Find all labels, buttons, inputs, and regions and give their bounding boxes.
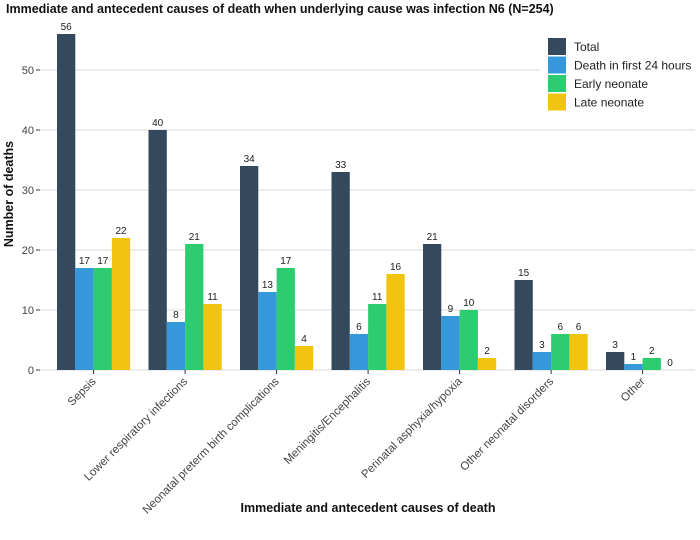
bar-death-in-first-24-hours (166, 322, 186, 370)
legend-label: Late neonate (574, 96, 644, 110)
bar-death-in-first-24-hours (349, 334, 369, 370)
data-label: 2 (649, 346, 655, 357)
y-tick-label: 0 (28, 365, 34, 377)
data-label: 11 (207, 292, 218, 303)
legend-label: Total (574, 40, 599, 54)
bar-total (423, 244, 442, 370)
data-label: 8 (173, 310, 179, 321)
bar-total (148, 130, 167, 370)
data-label: 6 (557, 322, 563, 333)
bar-early-neonate (93, 268, 112, 370)
chart-title: Immediate and antecedent causes of death… (6, 2, 554, 16)
data-label: 56 (61, 22, 73, 33)
bar-total (331, 172, 350, 370)
x-tick-label: Lower respiratory infections (82, 375, 190, 483)
legend-label: Death in first 24 hours (574, 59, 691, 73)
bar-late-neonate (294, 346, 314, 370)
x-tick-label: Perinatal asphyxia/hypoxia (359, 375, 465, 481)
x-tick-label: Sepsis (66, 375, 99, 408)
bar-total (57, 34, 76, 370)
bar-late-neonate (111, 238, 131, 370)
y-tick-label: 20 (22, 245, 34, 257)
data-label: 11 (372, 292, 383, 303)
x-tick-label: Other neonatal disorders (458, 375, 556, 473)
legend: Total Death in first 24 hours Early neonat… (540, 34, 700, 118)
y-tick-label: 30 (22, 185, 34, 197)
data-label: 13 (262, 280, 274, 291)
bar-late-neonate (569, 334, 588, 370)
bar-death-in-first-24-hours (441, 316, 460, 370)
data-label: 40 (152, 118, 164, 129)
y-tick-label: 10 (22, 305, 34, 317)
data-label: 17 (97, 256, 109, 267)
bar-late-neonate (203, 304, 222, 370)
data-label: 6 (576, 322, 582, 333)
x-axis-title: Immediate and antecedent causes of death (241, 501, 496, 515)
data-label: 9 (448, 304, 454, 315)
legend-swatch (548, 75, 566, 92)
data-label: 6 (356, 322, 362, 333)
data-label: 22 (115, 226, 127, 237)
bar-death-in-first-24-hours (624, 364, 643, 370)
bar-death-in-first-24-hours (258, 292, 277, 370)
legend-background (540, 34, 700, 118)
data-label: 4 (301, 334, 307, 345)
legend-swatch (548, 38, 566, 55)
data-label: 21 (427, 232, 439, 243)
data-label: 34 (244, 154, 256, 165)
x-tick-label: Other (619, 376, 648, 405)
data-label: 21 (189, 232, 201, 243)
bar-total (240, 166, 259, 370)
bar-early-neonate (368, 304, 387, 370)
bar-early-neonate (551, 334, 570, 370)
data-label: 17 (280, 256, 292, 267)
bar-early-neonate (276, 268, 295, 370)
data-label: 1 (631, 352, 637, 363)
bar-total (514, 280, 533, 370)
legend-swatch (548, 93, 566, 111)
bar-early-neonate (185, 244, 204, 370)
data-label: 17 (79, 256, 91, 267)
y-tick-label: 40 (22, 125, 34, 137)
data-label: 0 (667, 358, 673, 369)
y-axis-title: Number of deaths (2, 141, 16, 247)
data-label: 3 (539, 340, 545, 351)
bar-death-in-first-24-hours (532, 352, 552, 370)
bar-late-neonate (386, 274, 405, 370)
bar-total (606, 352, 625, 370)
data-label: 16 (390, 262, 402, 273)
data-label: 33 (335, 160, 347, 171)
x-tick-label: Meningitis/Encephalitis (282, 375, 373, 466)
data-label: 3 (612, 340, 618, 351)
bar-late-neonate (477, 358, 497, 370)
bar-early-neonate (642, 358, 661, 370)
bar-early-neonate (459, 310, 478, 370)
bar-death-in-first-24-hours (75, 268, 94, 370)
data-label: 2 (484, 346, 490, 357)
legend-label: Early neonate (574, 77, 648, 91)
data-label: 15 (518, 268, 530, 279)
y-tick-label: 50 (22, 65, 34, 77)
legend-swatch (548, 56, 566, 74)
data-label: 10 (463, 298, 475, 309)
